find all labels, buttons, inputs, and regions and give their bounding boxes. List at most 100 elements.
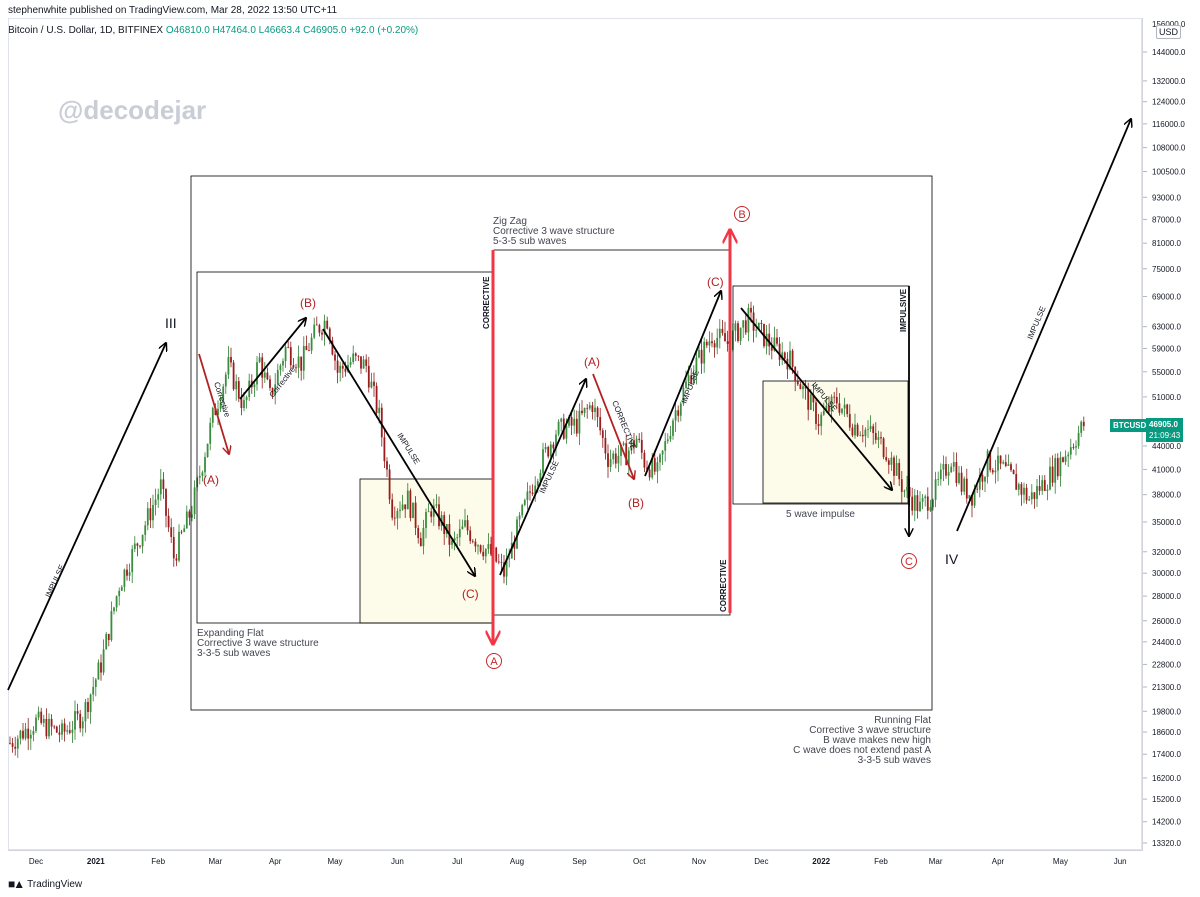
candle-body	[604, 437, 607, 454]
candle-body	[50, 718, 53, 727]
x-tick-label: Feb	[151, 857, 165, 866]
candle-body	[120, 587, 123, 591]
candle-body	[427, 511, 430, 513]
candle-body	[308, 350, 310, 351]
tradingview-logo[interactable]: ■▲ TradingView	[8, 877, 82, 891]
candle-body	[74, 711, 76, 730]
candle-body	[224, 374, 227, 387]
candle-body	[495, 547, 498, 562]
candle-body	[708, 341, 711, 346]
time-axis-ticks[interactable]: Dec 2021 Feb Mar Apr May Jun Jul Aug Sep Oct Nov Dec…	[29, 857, 1127, 866]
candle-body	[206, 443, 209, 458]
x-tick-label: Oct	[633, 857, 646, 866]
candle-body	[100, 662, 102, 673]
candle-body	[682, 387, 685, 404]
candle-body	[947, 472, 950, 476]
candle-body	[997, 455, 999, 471]
label-a-2: (A)	[584, 355, 600, 369]
chart-pane[interactable]	[8, 18, 1142, 850]
candle-body	[510, 542, 513, 559]
currency-box[interactable]: USD	[1156, 25, 1182, 39]
candle-body	[752, 312, 755, 331]
candle-body	[1036, 486, 1038, 499]
candle-body	[331, 340, 334, 355]
candle-body	[321, 332, 323, 335]
candle-body	[133, 543, 136, 550]
candle-body	[531, 492, 534, 494]
symbol-info[interactable]: Bitcoin / U.S. Dollar, 1D, BITFINEX O468…	[8, 25, 418, 36]
y-tick-label: 32000.0	[1152, 548, 1181, 557]
candle-body	[490, 544, 492, 555]
candle-body	[326, 320, 329, 329]
candle-body	[136, 543, 139, 546]
candle-body	[547, 446, 550, 457]
candle-body	[672, 420, 674, 436]
candle-body	[989, 450, 992, 471]
candle-body	[362, 359, 365, 369]
candle-body	[565, 425, 568, 439]
candle-body	[45, 718, 48, 737]
candle-body	[952, 462, 955, 467]
candle-body	[328, 328, 331, 341]
candle-body	[188, 511, 191, 518]
candle-body	[926, 496, 929, 511]
candle-body	[833, 396, 836, 398]
candle-body	[1041, 480, 1044, 491]
candle-body	[705, 341, 708, 346]
candle-body	[573, 418, 576, 426]
candle-body	[456, 537, 459, 539]
candle-body	[139, 545, 141, 547]
candle-body	[643, 452, 646, 468]
candle-body	[614, 453, 617, 464]
candle-body	[529, 491, 531, 493]
candle-body	[939, 469, 942, 480]
x-tick-label: Jun	[391, 857, 404, 866]
zigzag-c-arrow	[644, 291, 721, 477]
candle-body	[300, 356, 303, 371]
candle-body	[848, 414, 851, 428]
candle-body	[555, 434, 557, 449]
candle-body	[1023, 487, 1025, 495]
candle-body	[851, 427, 854, 436]
candle-body	[152, 505, 154, 521]
candle-body	[146, 508, 149, 526]
candle-body	[557, 421, 560, 435]
candle-body	[16, 738, 19, 749]
candle-body	[276, 370, 279, 385]
candle-body	[453, 537, 456, 541]
candle-body	[945, 463, 947, 476]
wave-iv-label: IV	[945, 551, 959, 567]
candle-body	[981, 474, 984, 482]
candle-body	[1049, 466, 1051, 490]
candle-body	[336, 360, 339, 373]
candle-body	[882, 438, 885, 458]
y-tick-label: 69000.0	[1152, 292, 1181, 301]
x-tick-label: Nov	[692, 857, 706, 866]
candle-body	[544, 446, 547, 450]
candle-body	[653, 458, 656, 472]
candle-body	[141, 534, 144, 547]
candle-body	[131, 549, 134, 573]
candle-body	[830, 396, 833, 412]
impulse-label-4: IMPULSE	[680, 369, 702, 405]
candle-body	[323, 320, 326, 335]
candle-body	[978, 474, 981, 490]
candle-body	[500, 561, 503, 563]
candle-body	[635, 438, 638, 448]
candle-body	[469, 530, 472, 541]
candle-body	[783, 352, 786, 359]
candle-body	[1054, 458, 1057, 483]
candle-body	[822, 410, 825, 415]
price-axis-ticks[interactable]: 144000.0 132000.0 124000.0 116000.0 108000.0…	[1143, 48, 1186, 848]
candle-body	[253, 384, 256, 388]
ticker-tag: BTCUSD	[1110, 419, 1150, 432]
candle-body	[357, 355, 360, 357]
candle-body	[354, 353, 357, 356]
candle-body	[674, 410, 677, 421]
candle-body	[1056, 458, 1059, 477]
running-flat-line2: Corrective 3 wave structure	[809, 725, 931, 736]
candle-body	[404, 504, 407, 510]
candle-body	[1002, 462, 1005, 464]
candle-body	[258, 357, 261, 363]
